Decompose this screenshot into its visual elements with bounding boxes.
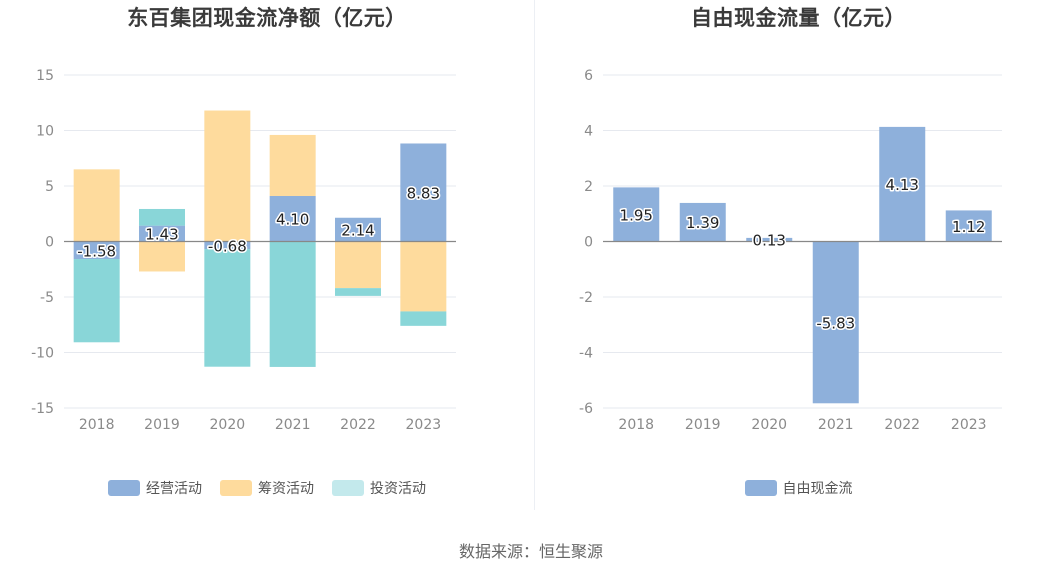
data-label: -5.83 — [816, 314, 855, 332]
bar-自由现金流-2021 — [812, 241, 859, 404]
y-tick-label: 0 — [45, 235, 54, 251]
y-tick-label: 15 — [36, 68, 54, 84]
bar-投资活动-2019 — [139, 208, 185, 226]
bar-自由现金流-2019 — [679, 202, 726, 242]
x-tick-label: 2021 — [818, 417, 854, 433]
x-tick-label: 2023 — [406, 417, 442, 433]
x-tick-label: 2022 — [340, 417, 376, 433]
legend: 经营活动 筹资活动 投资活动 — [0, 478, 534, 498]
legend-label: 自由现金流 — [782, 481, 853, 497]
data-label: 4.10 — [276, 211, 309, 229]
data-label: 0.13 — [753, 232, 786, 250]
y-tick-label: 10 — [36, 124, 54, 140]
legend-swatch — [220, 480, 252, 496]
bar-经营活动-2021 — [269, 195, 316, 242]
bar-经营活动-2018 — [73, 241, 120, 260]
legend-swatch — [108, 480, 140, 496]
chart-title: 自由现金流量（亿元） — [691, 6, 906, 30]
cashflow-net-chart: 15 10 5 0 -5 -10 -15 -1.58 1.43 -0.68 4.10 2.14 8.83… — [31, 68, 456, 433]
legend-item[interactable]: 经营活动 — [108, 478, 202, 498]
bar-投资活动-2020 — [204, 249, 251, 367]
x-tick-label: 2019 — [144, 417, 180, 433]
bar-经营活动-2022 — [335, 217, 381, 242]
bar-筹资活动-2018 — [73, 169, 120, 242]
x-tick-label: 2018 — [618, 417, 654, 433]
legend-item[interactable]: 自由现金流 — [744, 478, 853, 498]
y-tick-label: -4 — [579, 346, 593, 362]
y-tick-label: -5 — [40, 290, 54, 306]
bar-自由现金流-2023 — [945, 210, 992, 242]
cashflow-net-panel: 东百集团现金流净额（亿元） 15 10 5 0 -5 -10 -15 -1.58 1.43 -0.… — [0, 0, 534, 510]
legend-label: 筹资活动 — [258, 481, 314, 497]
y-tick-label: -10 — [31, 346, 54, 362]
bar-经营活动-2020 — [204, 241, 251, 250]
chart-title: 东百集团现金流净额（亿元） — [127, 6, 407, 30]
data-label: 8.83 — [407, 184, 440, 202]
data-label: 1.43 — [145, 226, 178, 244]
free-cashflow-panel: 自由现金流量（亿元） 6 4 2 0 -2 -4 -6 1.95 1.39 0.13 -5.83 4.… — [535, 0, 1062, 510]
data-label: 2.14 — [341, 222, 374, 240]
bar-筹资活动-2020 — [204, 110, 251, 242]
data-label: 1.39 — [686, 214, 719, 232]
legend-item[interactable]: 投资活动 — [332, 478, 426, 498]
bar-自由现金流-2020 — [746, 237, 793, 242]
y-tick-label: 4 — [584, 124, 593, 140]
x-tick-label: 2020 — [751, 417, 787, 433]
bar-筹资活动-2022 — [335, 241, 381, 289]
data-label: -0.68 — [208, 237, 247, 255]
bar-筹资活动-2019 — [139, 241, 185, 272]
y-tick-label: -6 — [579, 401, 593, 417]
bar-筹资活动-2021 — [269, 134, 316, 196]
y-tick-label: 6 — [584, 68, 593, 84]
x-tick-label: 2018 — [79, 417, 115, 433]
legend-swatch — [744, 480, 777, 496]
data-label: -1.58 — [77, 242, 116, 260]
y-tick-label: 2 — [584, 179, 593, 195]
legend-swatch — [332, 480, 364, 496]
bar-经营活动-2019 — [139, 225, 185, 242]
data-source: 数据来源：恒生聚源 — [458, 542, 603, 561]
panel-divider — [534, 0, 535, 510]
data-label: 1.95 — [620, 206, 653, 224]
bar-筹资活动-2023 — [400, 241, 447, 312]
bar-投资活动-2021 — [269, 241, 316, 367]
bar-投资活动-2018 — [73, 259, 120, 343]
bar-经营活动-2023 — [400, 143, 447, 242]
legend-label: 投资活动 — [370, 481, 426, 497]
y-tick-label: -15 — [31, 401, 54, 417]
x-tick-label: 2019 — [685, 417, 721, 433]
bar-自由现金流-2022 — [879, 126, 926, 242]
x-tick-label: 2021 — [275, 417, 311, 433]
bar-自由现金流-2018 — [613, 187, 660, 242]
x-tick-label: 2023 — [951, 417, 987, 433]
x-tick-label: 2022 — [884, 417, 920, 433]
bar-投资活动-2022 — [335, 288, 381, 296]
legend-label: 经营活动 — [146, 481, 202, 497]
x-tick-label: 2020 — [210, 417, 246, 433]
y-tick-label: -2 — [579, 290, 593, 306]
data-label: 1.12 — [952, 218, 985, 236]
legend: 自由现金流 — [535, 478, 1062, 498]
y-tick-label: 5 — [45, 179, 54, 195]
y-tick-label: 0 — [584, 235, 593, 251]
bar-投资活动-2023 — [400, 311, 447, 326]
data-label: 4.13 — [886, 176, 919, 194]
free-cashflow-chart: 6 4 2 0 -2 -4 -6 1.95 1.39 0.13 -5.83 4.13 1.12 2018 2… — [579, 68, 1002, 433]
legend-item[interactable]: 筹资活动 — [220, 478, 314, 498]
